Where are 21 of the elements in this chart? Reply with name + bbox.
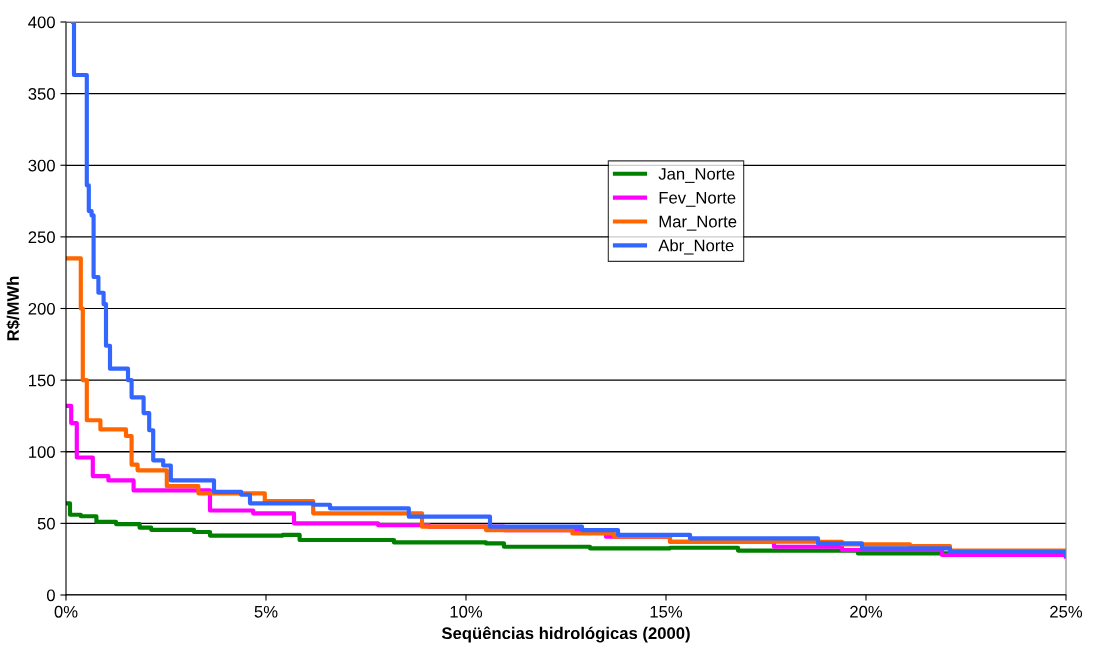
y-tick-label: 250 [28, 231, 55, 244]
y-tick-label: 350 [28, 88, 55, 100]
y-tick-label: 150 [29, 374, 55, 387]
x-tick-label: 5% [254, 605, 278, 618]
x-tick-label: 10% [450, 605, 483, 618]
legend-label: Abr_Norte [658, 239, 734, 255]
y-tick-label: 50 [37, 517, 55, 530]
x-tick-label: 20% [850, 605, 883, 618]
y-tick-label: 0 [46, 589, 55, 602]
x-tick-label: 0% [54, 605, 78, 618]
legend-label: Jan_Norte [658, 168, 735, 183]
x-tick-label: 15% [650, 605, 683, 618]
x-tick-label: 25% [1050, 605, 1083, 618]
legend-label: Mar_Norte [659, 215, 737, 231]
y-axis-title: R$/MWh [6, 276, 20, 341]
y-tick-label: 300 [28, 159, 55, 172]
y-tick-label: 200 [28, 302, 55, 315]
x-axis-title: Seqüências hidrológicas (2000) [441, 626, 690, 643]
y-tick-label: 400 [28, 16, 55, 29]
legend-label: Fev_Norte [659, 192, 736, 207]
y-tick-label: 100 [29, 446, 55, 458]
